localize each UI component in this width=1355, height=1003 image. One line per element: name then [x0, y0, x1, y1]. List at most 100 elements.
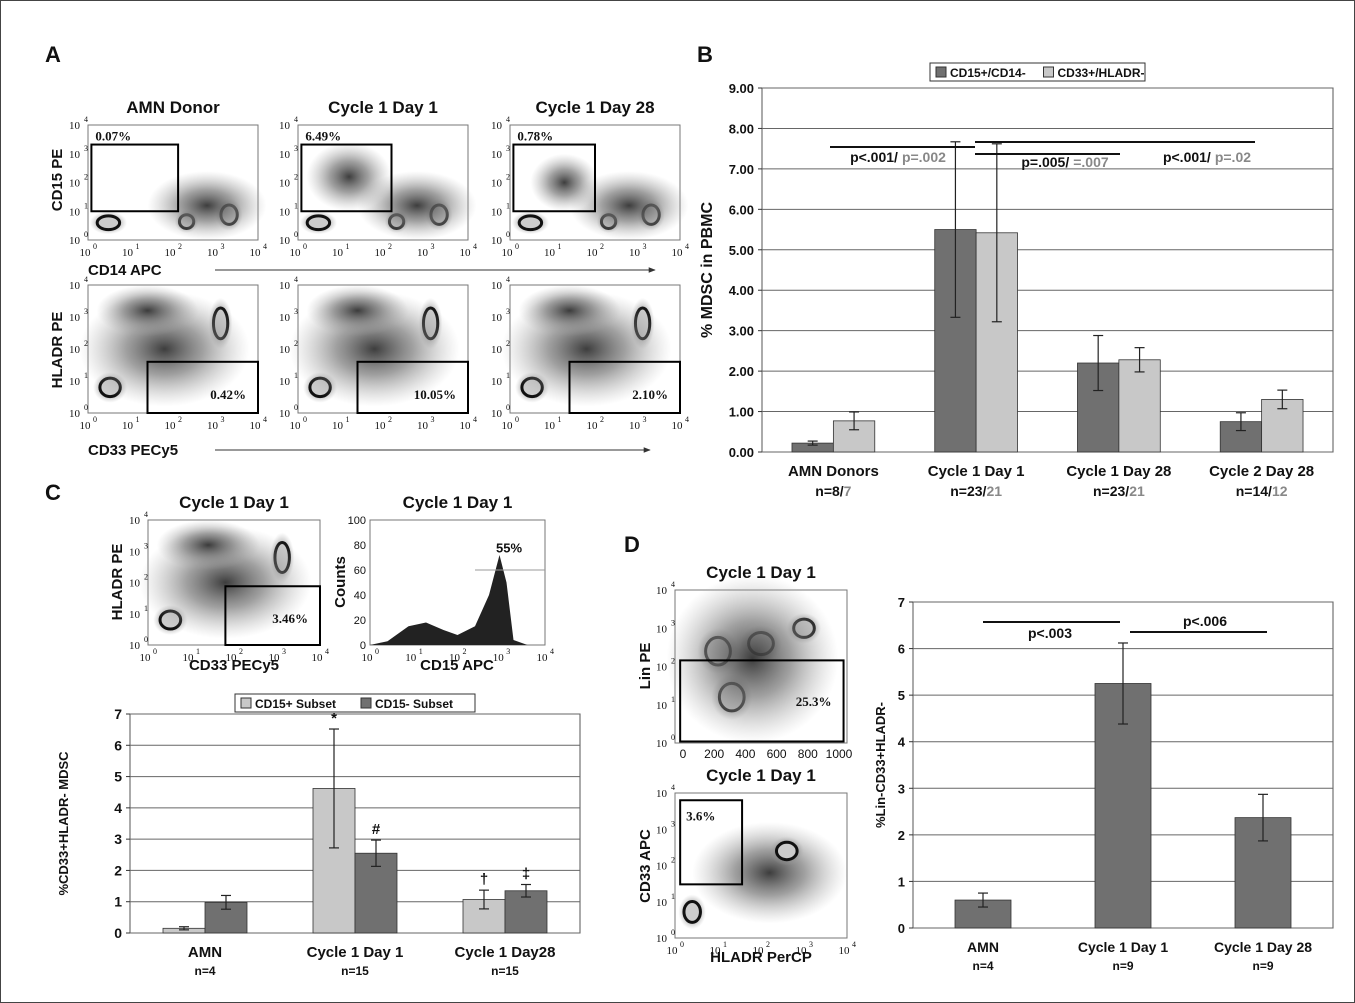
tick-label-exponent: 4: [325, 647, 329, 656]
category-note: n=9: [1252, 959, 1273, 973]
category-note-part: 12: [1272, 483, 1288, 499]
tick-label-exponent: 4: [506, 115, 510, 124]
tick-label-base: 10: [587, 420, 599, 432]
x-tick-label: 0: [680, 747, 687, 761]
y-tick-label: 4: [114, 800, 122, 816]
tick-label-exponent: 4: [473, 242, 477, 251]
gate: [300, 143, 393, 213]
y-tick-label: 3: [898, 781, 905, 796]
y-tick-label: 80: [354, 540, 366, 552]
significance-marker: ‡: [522, 866, 530, 883]
gate-label: 10.05%: [414, 387, 456, 402]
annotation: p<.003: [1028, 625, 1072, 641]
plot-title: Cycle 1 Day 1: [328, 98, 438, 117]
tick-label-exponent: 1: [671, 695, 675, 704]
density-cloud: [147, 171, 267, 240]
x-tick-label: 400: [735, 747, 755, 761]
y-axis-label: CD33 APC: [637, 829, 654, 903]
tick-label-exponent: 2: [506, 173, 510, 182]
tick-label-exponent: 0: [375, 647, 379, 656]
tick-label-exponent: 0: [671, 928, 675, 937]
category-note: n=14/12: [1236, 483, 1288, 499]
y-tick-label: 2.00: [729, 364, 754, 379]
tick-label-exponent: 3: [221, 415, 225, 424]
tick-label-base: 10: [656, 700, 668, 712]
tick-label-exponent: 3: [431, 242, 435, 251]
tick-label-exponent: 0: [671, 733, 675, 742]
plot-frame: [369, 519, 546, 646]
tick-label-exponent: 2: [178, 242, 182, 251]
tick-label-base: 10: [629, 247, 641, 259]
tick-label-base: 10: [226, 652, 238, 664]
y-tick-label: 1: [898, 874, 905, 889]
tick-label-base: 10: [250, 247, 262, 259]
tick-label-exponent: 3: [294, 307, 298, 316]
tick-label-base: 10: [122, 247, 134, 259]
y-tick-label: 0.00: [729, 445, 754, 460]
density-cloud: [306, 142, 392, 212]
y-tick-label: 2: [114, 862, 122, 878]
tick-label-base: 10: [69, 408, 81, 420]
density-contour: [517, 214, 544, 232]
tick-label-base: 10: [537, 652, 549, 664]
tick-label-exponent: 0: [153, 647, 157, 656]
tick-label-exponent: 2: [294, 339, 298, 348]
annotation: p<.006: [1183, 613, 1227, 629]
density-contour: [305, 214, 332, 232]
legend-box: [234, 693, 476, 713]
tick-label-exponent: 1: [136, 415, 140, 424]
tick-label-exponent: 0: [93, 415, 97, 424]
category-note: n=23/21: [950, 483, 1002, 499]
y-tick-label: 7: [114, 706, 122, 722]
tick-label-base: 10: [165, 247, 177, 259]
tick-label-exponent: 3: [84, 144, 88, 153]
y-tick-label: 5: [898, 688, 905, 703]
tick-label-exponent: 1: [506, 371, 510, 380]
x-axis-label: CD14 APC: [88, 262, 162, 279]
density-contour: [774, 840, 799, 862]
tick-label-exponent: 3: [506, 307, 510, 316]
gate-label: 55%: [496, 541, 522, 556]
tick-label-exponent: 1: [144, 604, 148, 613]
x-tick-label: Cycle 1 Day28: [455, 944, 556, 961]
x-axis-label: CD33 PECy5: [189, 657, 279, 674]
tick-label-exponent: 3: [643, 242, 647, 251]
tick-label-base: 10: [129, 609, 141, 621]
tick-label-base: 10: [491, 376, 503, 388]
panel-label: B: [697, 42, 713, 67]
tick-label-exponent: 1: [294, 201, 298, 210]
tick-label-exponent: 3: [221, 242, 225, 251]
tick-label-exponent: 1: [558, 242, 562, 251]
tick-label-exponent: 4: [506, 275, 510, 284]
tick-label-exponent: 2: [144, 573, 148, 582]
y-tick-label: 3.00: [729, 324, 754, 339]
tick-label-exponent: 2: [84, 173, 88, 182]
tick-label-exponent: 2: [84, 339, 88, 348]
x-tick-label: AMN: [188, 944, 222, 961]
tick-label-exponent: 0: [294, 230, 298, 239]
tick-label-exponent: 1: [196, 647, 200, 656]
tick-label-exponent: 2: [463, 647, 467, 656]
tick-label-exponent: 1: [346, 242, 350, 251]
tick-label-exponent: 0: [506, 403, 510, 412]
histogram-shape: [370, 555, 528, 645]
tick-label-base: 10: [279, 149, 291, 161]
tick-label-exponent: 1: [419, 647, 423, 656]
density-cloud: [96, 285, 199, 337]
tick-label-exponent: 2: [600, 242, 604, 251]
tick-label-base: 10: [491, 120, 503, 132]
tick-label-exponent: 3: [144, 541, 148, 550]
y-tick-label: 0: [114, 925, 122, 941]
y-tick-label: 9.00: [729, 81, 754, 96]
category-note-part: n=8/: [815, 483, 844, 499]
tick-label-exponent: 3: [431, 415, 435, 424]
tick-label-exponent: 4: [685, 415, 689, 424]
tick-label-exponent: 1: [136, 242, 140, 251]
tick-label-exponent: 3: [294, 144, 298, 153]
x-axis-label: CD15 APC: [420, 657, 494, 674]
density-cloud: [518, 285, 621, 337]
density-cloud: [156, 520, 260, 570]
tick-label-exponent: 1: [84, 201, 88, 210]
category-note-part: 21: [986, 483, 1002, 499]
tick-label-base: 10: [122, 420, 134, 432]
